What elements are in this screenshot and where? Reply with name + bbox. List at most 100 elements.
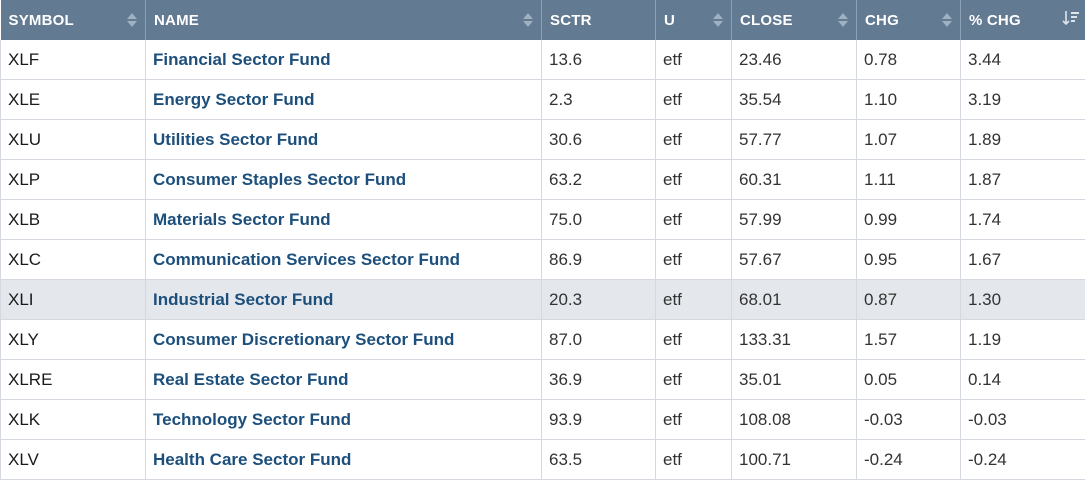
cell-symbol: XLRE xyxy=(1,360,146,400)
cell-name: Real Estate Sector Fund xyxy=(146,360,542,400)
cell-pct-chg: 1.87 xyxy=(961,160,1085,200)
cell-u: etf xyxy=(656,280,732,320)
cell-sctr: 75.0 xyxy=(542,200,656,240)
cell-chg: 0.87 xyxy=(857,280,961,320)
cell-sctr: 86.9 xyxy=(542,240,656,280)
cell-name: Energy Sector Fund xyxy=(146,80,542,120)
cell-sctr: 87.0 xyxy=(542,320,656,360)
cell-u: etf xyxy=(656,360,732,400)
sort-descending-icon[interactable] xyxy=(1062,10,1080,30)
cell-close: 68.01 xyxy=(732,280,857,320)
cell-close: 57.77 xyxy=(732,120,857,160)
cell-u: etf xyxy=(656,40,732,80)
cell-pct-chg: -0.03 xyxy=(961,400,1085,440)
column-header-close[interactable]: CLOSE xyxy=(732,0,857,40)
cell-name: Technology Sector Fund xyxy=(146,400,542,440)
cell-chg: -0.03 xyxy=(857,400,961,440)
column-header-chg[interactable]: CHG xyxy=(857,0,961,40)
fund-name-link[interactable]: Utilities Sector Fund xyxy=(153,130,318,149)
cell-u: etf xyxy=(656,440,732,480)
column-header-label: CHG xyxy=(865,12,899,29)
fund-name-link[interactable]: Communication Services Sector Fund xyxy=(153,250,460,269)
cell-name: Communication Services Sector Fund xyxy=(146,240,542,280)
cell-sctr: 13.6 xyxy=(542,40,656,80)
table-row[interactable]: XLC Communication Services Sector Fund 86.… xyxy=(1,240,1085,280)
cell-pct-chg: -0.24 xyxy=(961,440,1085,480)
fund-name-link[interactable]: Consumer Discretionary Sector Fund xyxy=(153,330,454,349)
cell-chg: 0.05 xyxy=(857,360,961,400)
cell-chg: 0.78 xyxy=(857,40,961,80)
cell-u: etf xyxy=(656,320,732,360)
cell-chg: 1.07 xyxy=(857,120,961,160)
cell-sctr: 20.3 xyxy=(542,280,656,320)
fund-name-link[interactable]: Real Estate Sector Fund xyxy=(153,370,349,389)
cell-pct-chg: 3.44 xyxy=(961,40,1085,80)
fund-name-link[interactable]: Materials Sector Fund xyxy=(153,210,331,229)
cell-pct-chg: 0.14 xyxy=(961,360,1085,400)
cell-sctr: 63.5 xyxy=(542,440,656,480)
cell-symbol: XLF xyxy=(1,40,146,80)
cell-pct-chg: 1.30 xyxy=(961,280,1085,320)
fund-name-link[interactable]: Health Care Sector Fund xyxy=(153,450,351,469)
cell-close: 35.01 xyxy=(732,360,857,400)
cell-u: etf xyxy=(656,240,732,280)
column-header-label: NAME xyxy=(154,12,199,29)
column-header-name[interactable]: NAME xyxy=(146,0,542,40)
cell-name: Materials Sector Fund xyxy=(146,200,542,240)
cell-symbol: XLP xyxy=(1,160,146,200)
column-header-sctr[interactable]: SCTR xyxy=(542,0,656,40)
fund-name-link[interactable]: Technology Sector Fund xyxy=(153,410,351,429)
cell-chg: 1.11 xyxy=(857,160,961,200)
cell-close: 57.99 xyxy=(732,200,857,240)
cell-pct-chg: 1.89 xyxy=(961,120,1085,160)
cell-symbol: XLY xyxy=(1,320,146,360)
sort-arrows-icon[interactable] xyxy=(713,13,723,27)
fund-name-link[interactable]: Industrial Sector Fund xyxy=(153,290,333,309)
table-header-row: SYMBOL NAME SCTR U CLOSE CHG xyxy=(1,0,1085,40)
cell-pct-chg: 1.67 xyxy=(961,240,1085,280)
sort-arrows-icon[interactable] xyxy=(838,13,848,27)
cell-symbol: XLC xyxy=(1,240,146,280)
column-header-symbol[interactable]: SYMBOL xyxy=(1,0,146,40)
cell-symbol: XLE xyxy=(1,80,146,120)
cell-pct-chg: 1.19 xyxy=(961,320,1085,360)
cell-pct-chg: 1.74 xyxy=(961,200,1085,240)
cell-close: 35.54 xyxy=(732,80,857,120)
column-header-label: SYMBOL xyxy=(9,12,74,29)
column-header-label: % CHG xyxy=(969,12,1021,29)
cell-close: 100.71 xyxy=(732,440,857,480)
cell-u: etf xyxy=(656,120,732,160)
table-row[interactable]: XLY Consumer Discretionary Sector Fund 87.… xyxy=(1,320,1085,360)
cell-close: 133.31 xyxy=(732,320,857,360)
cell-symbol: XLB xyxy=(1,200,146,240)
cell-u: etf xyxy=(656,400,732,440)
fund-name-link[interactable]: Consumer Staples Sector Fund xyxy=(153,170,406,189)
sort-arrows-icon[interactable] xyxy=(942,13,952,27)
sort-arrows-icon[interactable] xyxy=(127,13,137,27)
cell-symbol: XLK xyxy=(1,400,146,440)
cell-name: Health Care Sector Fund xyxy=(146,440,542,480)
cell-name: Consumer Discretionary Sector Fund xyxy=(146,320,542,360)
column-header-label: CLOSE xyxy=(740,12,793,29)
cell-close: 108.08 xyxy=(732,400,857,440)
cell-chg: 0.95 xyxy=(857,240,961,280)
column-header-pct-chg[interactable]: % CHG xyxy=(961,0,1085,40)
fund-name-link[interactable]: Energy Sector Fund xyxy=(153,90,315,109)
fund-name-link[interactable]: Financial Sector Fund xyxy=(153,50,331,69)
column-header-u[interactable]: U xyxy=(656,0,732,40)
cell-sctr: 30.6 xyxy=(542,120,656,160)
cell-chg: 0.99 xyxy=(857,200,961,240)
sort-arrows-icon[interactable] xyxy=(523,13,533,27)
cell-name: Financial Sector Fund xyxy=(146,40,542,80)
